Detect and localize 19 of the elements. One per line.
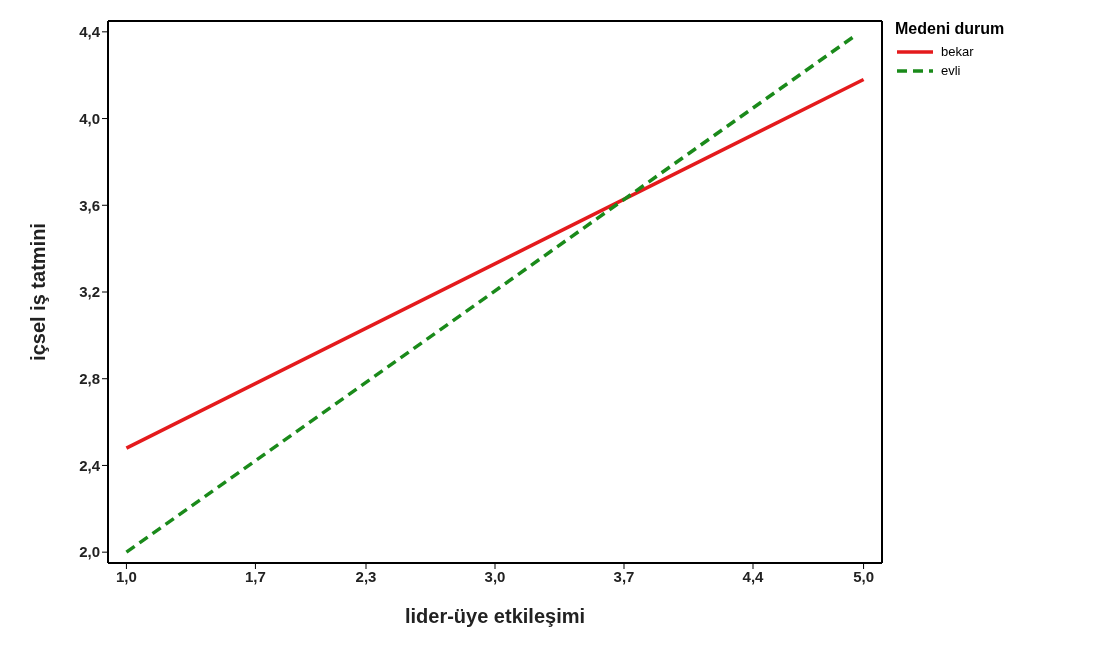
x-tick-label: 1,7 bbox=[245, 567, 266, 585]
y-tick-label: 4,0 bbox=[79, 109, 100, 127]
y-tick-label: 4,4 bbox=[79, 23, 101, 41]
x-tick-label: 2,3 bbox=[355, 567, 377, 585]
x-tick-label: 3,7 bbox=[613, 567, 635, 585]
legend-label: evli bbox=[941, 63, 961, 78]
y-tick-label: 2,8 bbox=[79, 370, 100, 388]
x-tick-label: 3,0 bbox=[484, 567, 506, 585]
x-tick-label: 4,4 bbox=[742, 567, 765, 585]
legend-title: Medeni durum bbox=[895, 20, 1006, 38]
y-tick-label: 2,4 bbox=[79, 456, 101, 474]
x-tick-label: 1,0 bbox=[116, 567, 137, 585]
legend-label: bekar bbox=[941, 44, 974, 59]
x-axis-title: lider-üye etkileşimi bbox=[404, 605, 586, 627]
y-tick-label: 2,0 bbox=[79, 543, 100, 561]
y-tick-label: 3,6 bbox=[79, 196, 100, 214]
y-axis-title: içsel iş tatmini bbox=[27, 223, 50, 361]
x-tick-label: 5,0 bbox=[853, 567, 874, 585]
y-tick-label: 3,2 bbox=[79, 283, 100, 301]
